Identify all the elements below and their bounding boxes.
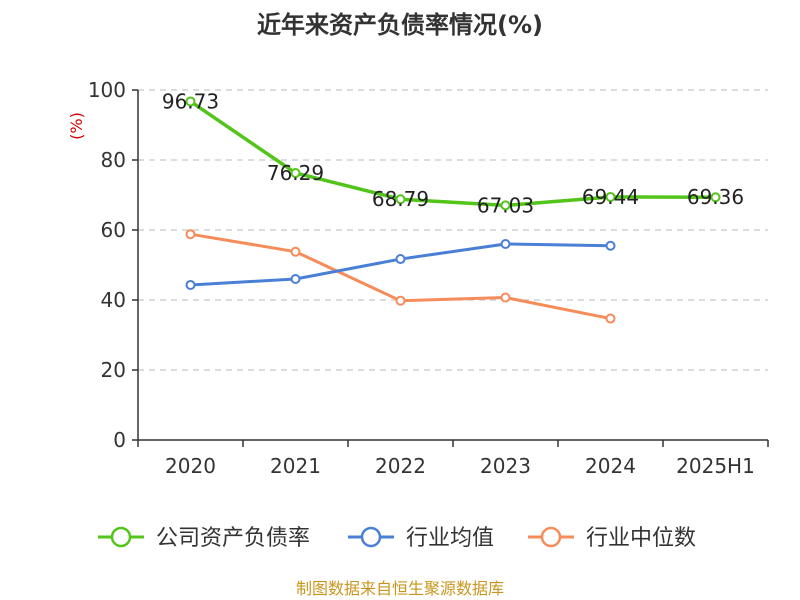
data-point [500, 292, 511, 303]
data-point [605, 313, 616, 324]
data-point [395, 295, 406, 306]
y-tick-label: 40 [101, 288, 126, 312]
legend: 公司资产负债率 行业均值 行业中位数 [98, 526, 696, 551]
legend-label: 行业均值 [406, 526, 494, 551]
legend-swatch-marker [360, 526, 382, 548]
legend-label: 行业中位数 [586, 526, 696, 551]
axes: 0 20 40 60 80 100 2020 2021 2022 2023 2024 2025H1 [88, 78, 769, 478]
data-point [605, 240, 616, 251]
x-tick-label: 2021 [270, 454, 321, 478]
data-label: 96.73 [162, 89, 219, 113]
data-labels: 96.73 76.29 68.79 67.03 69.44 69.36 [162, 89, 744, 217]
chart-title: 近年来资产负债率情况(%) [257, 11, 543, 39]
y-tick-label: 60 [101, 218, 126, 242]
y-tick-label: 20 [101, 358, 126, 382]
legend-label: 公司资产负债率 [156, 526, 310, 551]
x-tick-label: 2020 [165, 454, 216, 478]
x-tick-label: 2023 [480, 454, 531, 478]
y-tick-label: 80 [101, 148, 126, 172]
y-tick-label: 0 [113, 428, 126, 452]
data-point [185, 229, 196, 240]
x-tick-label: 2024 [585, 454, 636, 478]
source-note: 制图数据来自恒生聚源数据库 [296, 579, 504, 598]
x-tick-label: 2025H1 [676, 454, 755, 478]
series-lines [185, 96, 721, 324]
legend-swatch-marker [110, 526, 132, 548]
data-label: 69.44 [582, 185, 639, 209]
series-line [190, 232, 611, 321]
legend-swatch-marker [540, 526, 562, 548]
data-point [290, 167, 301, 178]
y-tick-label: 100 [88, 78, 126, 102]
data-point [710, 192, 721, 203]
data-point [185, 96, 196, 107]
series-line [190, 242, 611, 287]
data-point [290, 246, 301, 257]
series-line [189, 99, 716, 208]
data-point [500, 200, 511, 211]
data-point [395, 254, 406, 265]
data-point [500, 239, 511, 249]
data-point [395, 194, 406, 205]
data-label: 76.29 [267, 161, 324, 185]
data-point [605, 191, 616, 202]
data-point [185, 279, 196, 290]
y-axis-label: (%) [67, 112, 86, 140]
x-tick-label: 2022 [375, 454, 426, 478]
data-label: 68.79 [372, 187, 429, 211]
data-label: 69.36 [687, 185, 744, 209]
data-label: 67.03 [477, 193, 534, 217]
grid-lines [138, 89, 768, 371]
data-point [290, 274, 301, 284]
